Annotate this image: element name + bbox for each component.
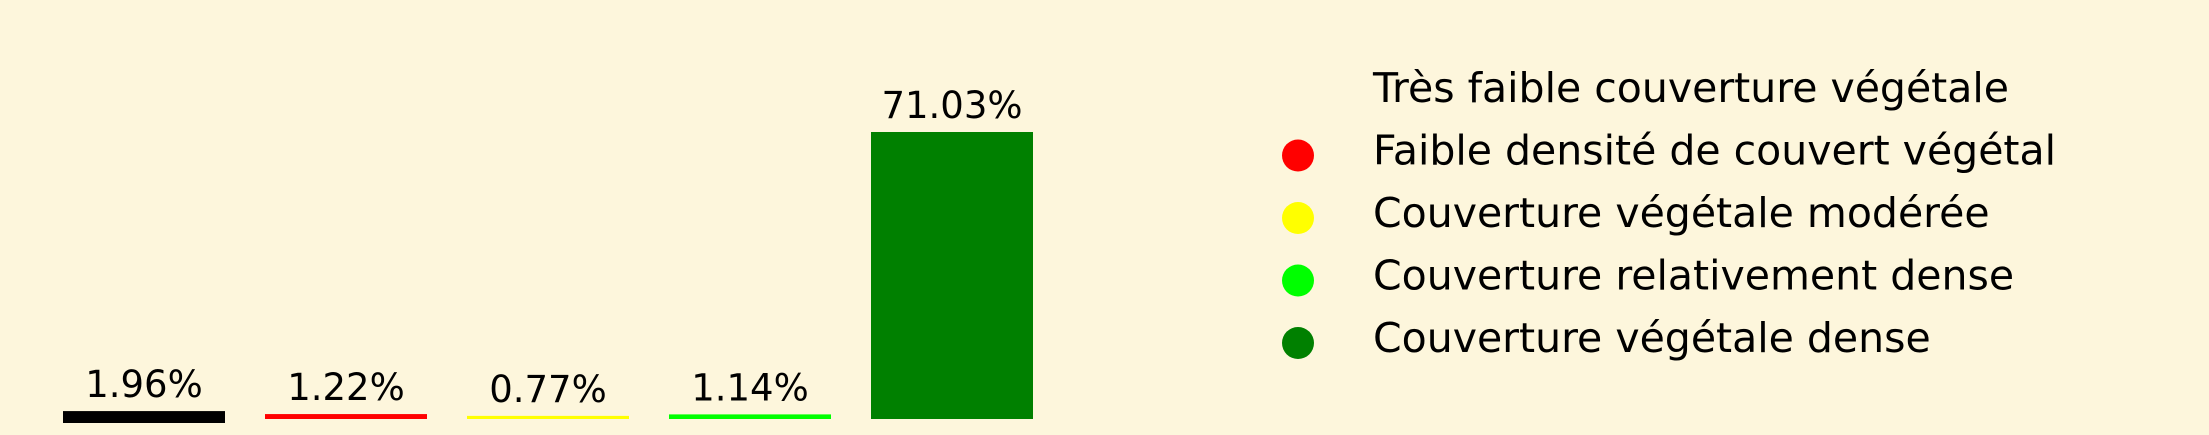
- legend-marker-2: [1282, 139, 1314, 172]
- legend-label-5: Couverture végétale dense: [1373, 314, 1931, 362]
- bar-4: [669, 414, 831, 419]
- bar-value-label-5: 71.03%: [881, 84, 1022, 127]
- legend-marker-3: [1282, 202, 1314, 234]
- legend-label-4: Couverture relativement dense: [1373, 252, 2014, 300]
- bar-value-label-3: 0.77%: [489, 368, 607, 411]
- bar-1: [63, 411, 225, 423]
- legend-label-1: Très faible couverture végétale: [1372, 64, 2009, 112]
- legend-label-3: Couverture végétale modérée: [1373, 189, 1990, 237]
- value-labels-group: 1.96% 1.22% 0.77% 1.14% 71.03%: [85, 84, 1022, 411]
- bars-group: [63, 132, 1033, 423]
- legend: Très faible couverture végétale Faible de…: [1282, 64, 2056, 362]
- legend-marker-5: [1282, 327, 1314, 359]
- bar-3: [467, 415, 629, 419]
- bar-5: [871, 132, 1033, 419]
- bar-value-label-2: 1.22%: [287, 366, 405, 409]
- legend-marker-4: [1282, 264, 1314, 297]
- bar-2: [265, 414, 427, 419]
- legend-label-2: Faible densité de couvert végétal: [1373, 127, 2056, 175]
- bar-value-label-4: 1.14%: [691, 366, 809, 409]
- legend-marker-1: [1282, 77, 1314, 109]
- bar-value-label-1: 1.96%: [85, 363, 203, 406]
